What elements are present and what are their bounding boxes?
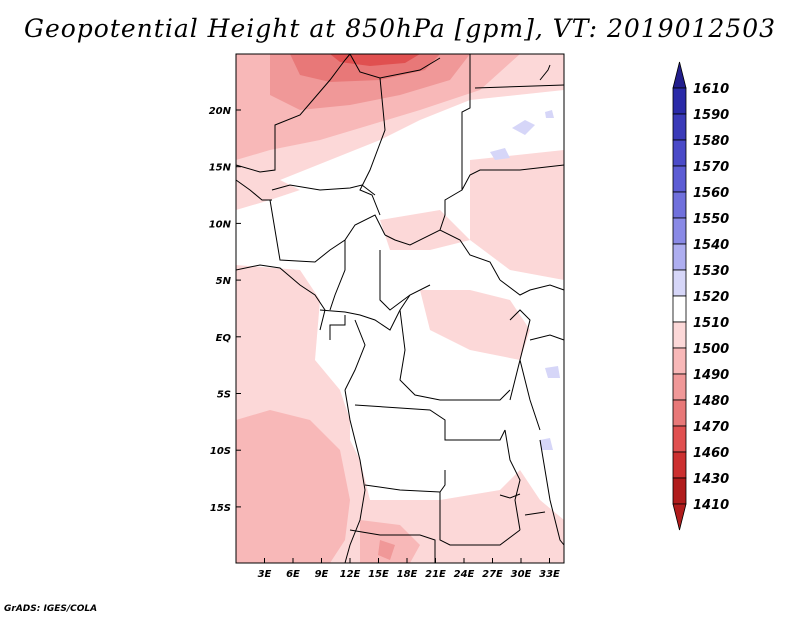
- colorbar-label: 1430: [693, 472, 729, 487]
- lon-label: 12E: [340, 569, 361, 580]
- colorbar-label: 1470: [693, 420, 729, 435]
- colorbar-box: [672, 321, 687, 349]
- colorbar-label: 1410: [693, 498, 729, 513]
- lon-label: 9E: [315, 569, 329, 580]
- colorbar-label: 1590: [693, 108, 729, 123]
- latitude-axis: 20N 15N 10N 5N EQ 5S 10S 15S: [209, 106, 241, 514]
- lon-label: 6E: [286, 569, 300, 580]
- lat-label: 15N: [209, 163, 232, 174]
- colorbar-boxes: [672, 61, 687, 531]
- colorbar-box: [672, 191, 687, 219]
- colorbar-label: 1490: [693, 368, 729, 383]
- colorbar-box: [672, 269, 687, 297]
- colorbar-top-arrow: [672, 61, 687, 89]
- map-title: Geopotential Height at 850hPa [gpm], VT:…: [23, 14, 777, 43]
- colorbar-label: 1540: [693, 238, 729, 253]
- colorbar-box: [672, 399, 687, 427]
- colorbar-box: [672, 373, 687, 401]
- lon-label: 24E: [454, 569, 475, 580]
- colorbar-label: 1480: [693, 394, 729, 409]
- colorbar-box: [672, 477, 687, 505]
- lon-label: 21E: [425, 569, 446, 580]
- map-frame: [235, 53, 565, 564]
- colorbar-box: [672, 243, 687, 271]
- lon-label: 18E: [397, 569, 418, 580]
- height-field: [236, 54, 564, 563]
- colorbar-label: 1610: [693, 82, 729, 97]
- lat-label: 5N: [216, 276, 232, 287]
- colorbar-labels: 1610 1590 1580 1570 1560 1550 1540 1530 1520 1510…: [693, 82, 729, 513]
- colorbar-label: 1580: [693, 134, 729, 149]
- lat-label: 10S: [210, 446, 231, 457]
- colorbar-box: [672, 425, 687, 453]
- colorbar-box: [672, 165, 687, 193]
- grads-credit: GrADS: IGES/COLA: [4, 604, 98, 614]
- colorbar-label: 1550: [693, 212, 729, 227]
- colorbar-box: [672, 347, 687, 375]
- colorbar-label: 1570: [693, 160, 729, 175]
- lat-label: 10N: [209, 219, 232, 230]
- colorbar-label: 1530: [693, 264, 729, 279]
- colorbar-label: 1500: [693, 342, 729, 357]
- colorbar-label: 1560: [693, 186, 729, 201]
- lat-label: 20N: [209, 106, 232, 117]
- colorbar-box: [672, 139, 687, 167]
- colorbar-label: 1460: [693, 446, 729, 461]
- colorbar-box: [672, 87, 687, 115]
- lon-label: 15E: [368, 569, 389, 580]
- lat-label: 5S: [217, 390, 231, 401]
- lon-label: 33E: [539, 569, 560, 580]
- longitude-axis: 3E 6E 9E 12E 15E 18E 21E 24E 27E 30E 33E: [258, 558, 560, 580]
- country-borders: [235, 53, 565, 564]
- colorbar-label: 1510: [693, 316, 729, 331]
- colorbar-box: [672, 451, 687, 479]
- lon-label: 30E: [511, 569, 532, 580]
- lat-label: 15S: [210, 503, 231, 514]
- lon-label: 27E: [482, 569, 503, 580]
- colorbar-box: [672, 217, 687, 245]
- lon-label: 3E: [258, 569, 272, 580]
- colorbar-bottom-arrow: [672, 503, 687, 531]
- colorbar-box: [672, 295, 687, 323]
- lat-label: EQ: [216, 333, 232, 344]
- colorbar-box: [672, 113, 687, 141]
- colorbar-label: 1520: [693, 290, 729, 305]
